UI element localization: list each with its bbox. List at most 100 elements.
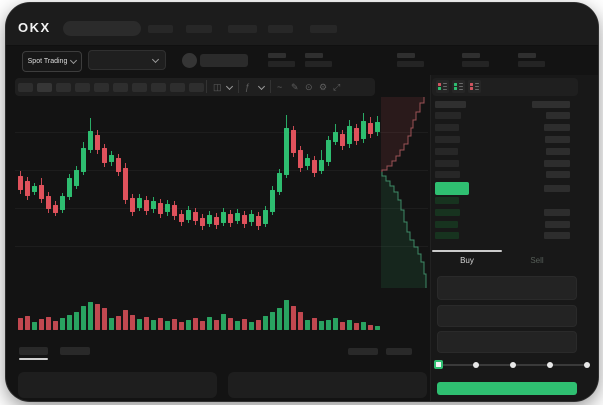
okx-logo[interactable]: OKX [18,20,51,35]
slider-stop-1[interactable] [473,362,479,368]
stat-group-5 [518,53,546,67]
bid-row-price[interactable] [435,197,459,204]
market-type-dropdown[interactable]: Spot Trading [22,51,82,72]
ask-row-price[interactable] [435,148,458,155]
interval-button-2[interactable] [37,83,52,92]
interval-button-1[interactable] [18,83,33,92]
draw-icon[interactable]: ✎ [291,82,299,92]
price-input[interactable] [437,276,577,300]
interval-button-9[interactable] [170,83,185,92]
slider-stop-3[interactable] [547,362,553,368]
volume-bar [116,316,121,330]
candle [214,217,219,225]
active-tab-indicator [432,250,502,252]
interval-button-7[interactable] [132,83,147,92]
interval-button-10[interactable] [189,83,204,92]
volume-bar [214,320,219,330]
interval-button-4[interactable] [75,83,90,92]
amount-input[interactable] [437,305,577,327]
bottom-link-2[interactable] [386,348,412,355]
volume-bar [312,318,317,330]
last-price-badge[interactable] [435,182,469,195]
bid-row-amount [545,221,570,228]
bottom-link-1[interactable] [348,348,378,355]
book-bids-icon[interactable] [452,80,465,93]
volume-bar [375,326,380,330]
gridline [15,208,428,209]
candle [284,128,289,175]
interval-button-8[interactable] [151,83,166,92]
candle [109,155,114,162]
ask-row-price[interactable] [435,136,460,143]
candle [298,150,303,168]
candle [179,214,184,222]
line-tool-icon[interactable]: ~ [277,82,283,92]
nav-item-5[interactable] [310,25,337,33]
slider-stop-4[interactable] [584,362,590,368]
candle [340,134,345,146]
volume-bar [221,314,226,330]
candle [32,186,37,192]
buy-submit-button[interactable] [437,382,577,395]
chart-style-icon[interactable]: ◫ [213,82,222,92]
tab-sell[interactable]: Sell [530,256,544,265]
volume-bar [361,322,366,330]
candle [193,212,198,221]
nav-item-2[interactable] [186,25,212,33]
stat-label-placeholder [462,53,480,58]
window-content: OKX Spot Trading ◫ ƒ ~ ✎ ⊙ ⚙ ⤢ Buy Sell [6,3,598,401]
app-window: OKX Spot Trading ◫ ƒ ~ ✎ ⊙ ⚙ ⤢ Buy Sell [6,3,598,401]
book-both-icon[interactable] [436,80,449,93]
interval-button-3[interactable] [56,83,71,92]
slider-stop-2[interactable] [510,362,516,368]
nav-item-3[interactable] [228,25,257,33]
gridline [15,132,428,133]
bid-row-price[interactable] [435,209,460,216]
bid-row-price[interactable] [435,232,459,239]
volume-bar [277,308,282,330]
candle [18,176,23,190]
volume-bar [39,319,44,330]
fullscreen-icon[interactable]: ⤢ [333,82,341,92]
volume-bar [186,320,191,330]
bottom-tab-history[interactable] [60,347,90,355]
candlestick-chart[interactable] [6,3,430,345]
search-input[interactable] [63,21,141,36]
pair-selector-dropdown[interactable] [88,50,166,70]
bottom-tab-orders[interactable] [19,347,48,355]
camera-icon[interactable]: ⊙ [305,82,313,92]
last-price-amount [544,185,570,192]
ask-row-price[interactable] [435,171,460,178]
indicator-icon[interactable]: ƒ [245,82,251,92]
ask-row-price[interactable] [435,124,459,131]
candle [67,178,72,197]
candle [361,121,366,139]
volume-bar [263,316,268,330]
stat-label-placeholder [305,53,323,58]
nav-item-4[interactable] [268,25,293,33]
bid-row-price[interactable] [435,221,458,228]
volume-bar [172,319,177,330]
ask-row-price[interactable] [435,112,461,119]
candle [46,196,51,209]
volume-bar [179,322,184,330]
nav-item-1[interactable] [148,25,173,33]
stat-group-2 [305,53,333,67]
interval-button-5[interactable] [94,83,109,92]
interval-button-6[interactable] [113,83,128,92]
total-input[interactable] [437,331,577,353]
settings-icon[interactable]: ⚙ [319,82,328,92]
depth-chart[interactable] [381,97,428,288]
candle [130,198,135,212]
candle [333,132,338,142]
volume-bar [67,315,72,330]
candle [375,122,380,132]
amount-slider-handle[interactable] [434,360,443,369]
tab-buy[interactable]: Buy [460,256,474,265]
volume-bar [81,306,86,330]
coin-avatar[interactable] [182,53,197,68]
market-type-label: Spot Trading [27,58,68,65]
ask-row-price[interactable] [435,160,459,167]
book-asks-icon[interactable] [468,80,481,93]
